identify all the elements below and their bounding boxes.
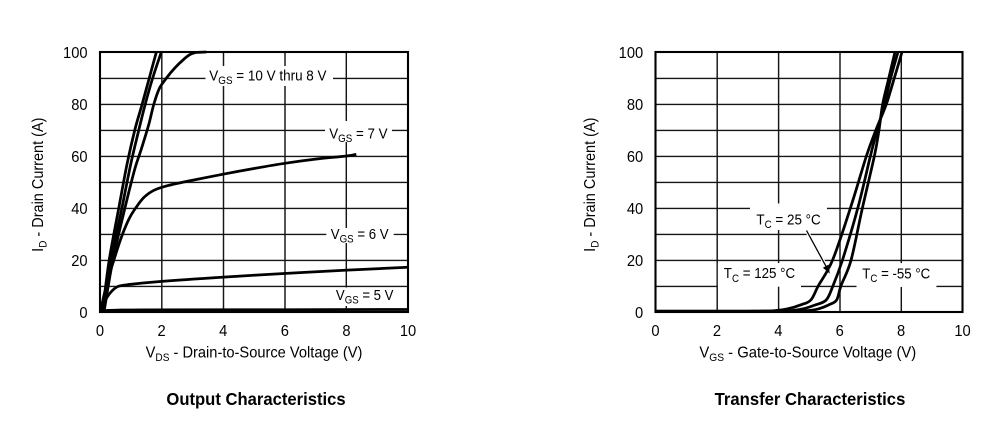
svg-text:TC = -55 °C: TC = -55 °C [862,265,930,286]
svg-text:10: 10 [400,322,416,340]
svg-text:80: 80 [71,96,87,114]
svg-text:TC = 25 °C: TC = 25 °C [756,212,820,231]
svg-text:Output Characteristics: Output Characteristics [166,389,345,408]
svg-text:0: 0 [651,322,659,340]
svg-text:2: 2 [713,322,721,340]
svg-text:100: 100 [619,44,644,62]
svg-text:80: 80 [627,96,643,114]
svg-text:8: 8 [897,322,905,340]
svg-text:0: 0 [79,304,87,322]
svg-text:6: 6 [836,322,844,340]
svg-text:2: 2 [158,322,166,340]
svg-text:20: 20 [627,252,643,270]
svg-text:VDS - Drain-to-Source Voltage: VDS - Drain-to-Source Voltage (V) [146,344,363,364]
svg-text:4: 4 [219,322,228,340]
svg-text:100: 100 [63,44,88,62]
svg-text:TC = 125 °C: TC = 125 °C [724,266,795,285]
svg-text:40: 40 [71,200,87,218]
svg-text:60: 60 [71,148,87,166]
svg-text:8: 8 [342,322,350,340]
svg-text:ID - Drain Current (A): ID - Drain Current (A) [29,118,49,252]
svg-text:4: 4 [774,322,783,340]
svg-text:VGS = 7 V: VGS = 7 V [329,126,388,145]
svg-text:6: 6 [281,322,289,340]
svg-text:0: 0 [635,304,643,322]
svg-text:VGS = 10 V thru 8 V: VGS = 10 V thru 8 V [209,68,327,87]
svg-text:20: 20 [71,252,87,270]
svg-text:ID - Drain Current (A): ID - Drain Current (A) [581,118,601,252]
svg-text:0: 0 [96,322,104,340]
svg-text:VGS - Gate-to-Source Voltage (: VGS - Gate-to-Source Voltage (V) [699,344,916,364]
svg-text:Transfer Characteristics: Transfer Characteristics [715,389,906,408]
svg-text:60: 60 [627,148,643,166]
svg-text:40: 40 [627,200,643,218]
svg-text:10: 10 [954,322,970,340]
